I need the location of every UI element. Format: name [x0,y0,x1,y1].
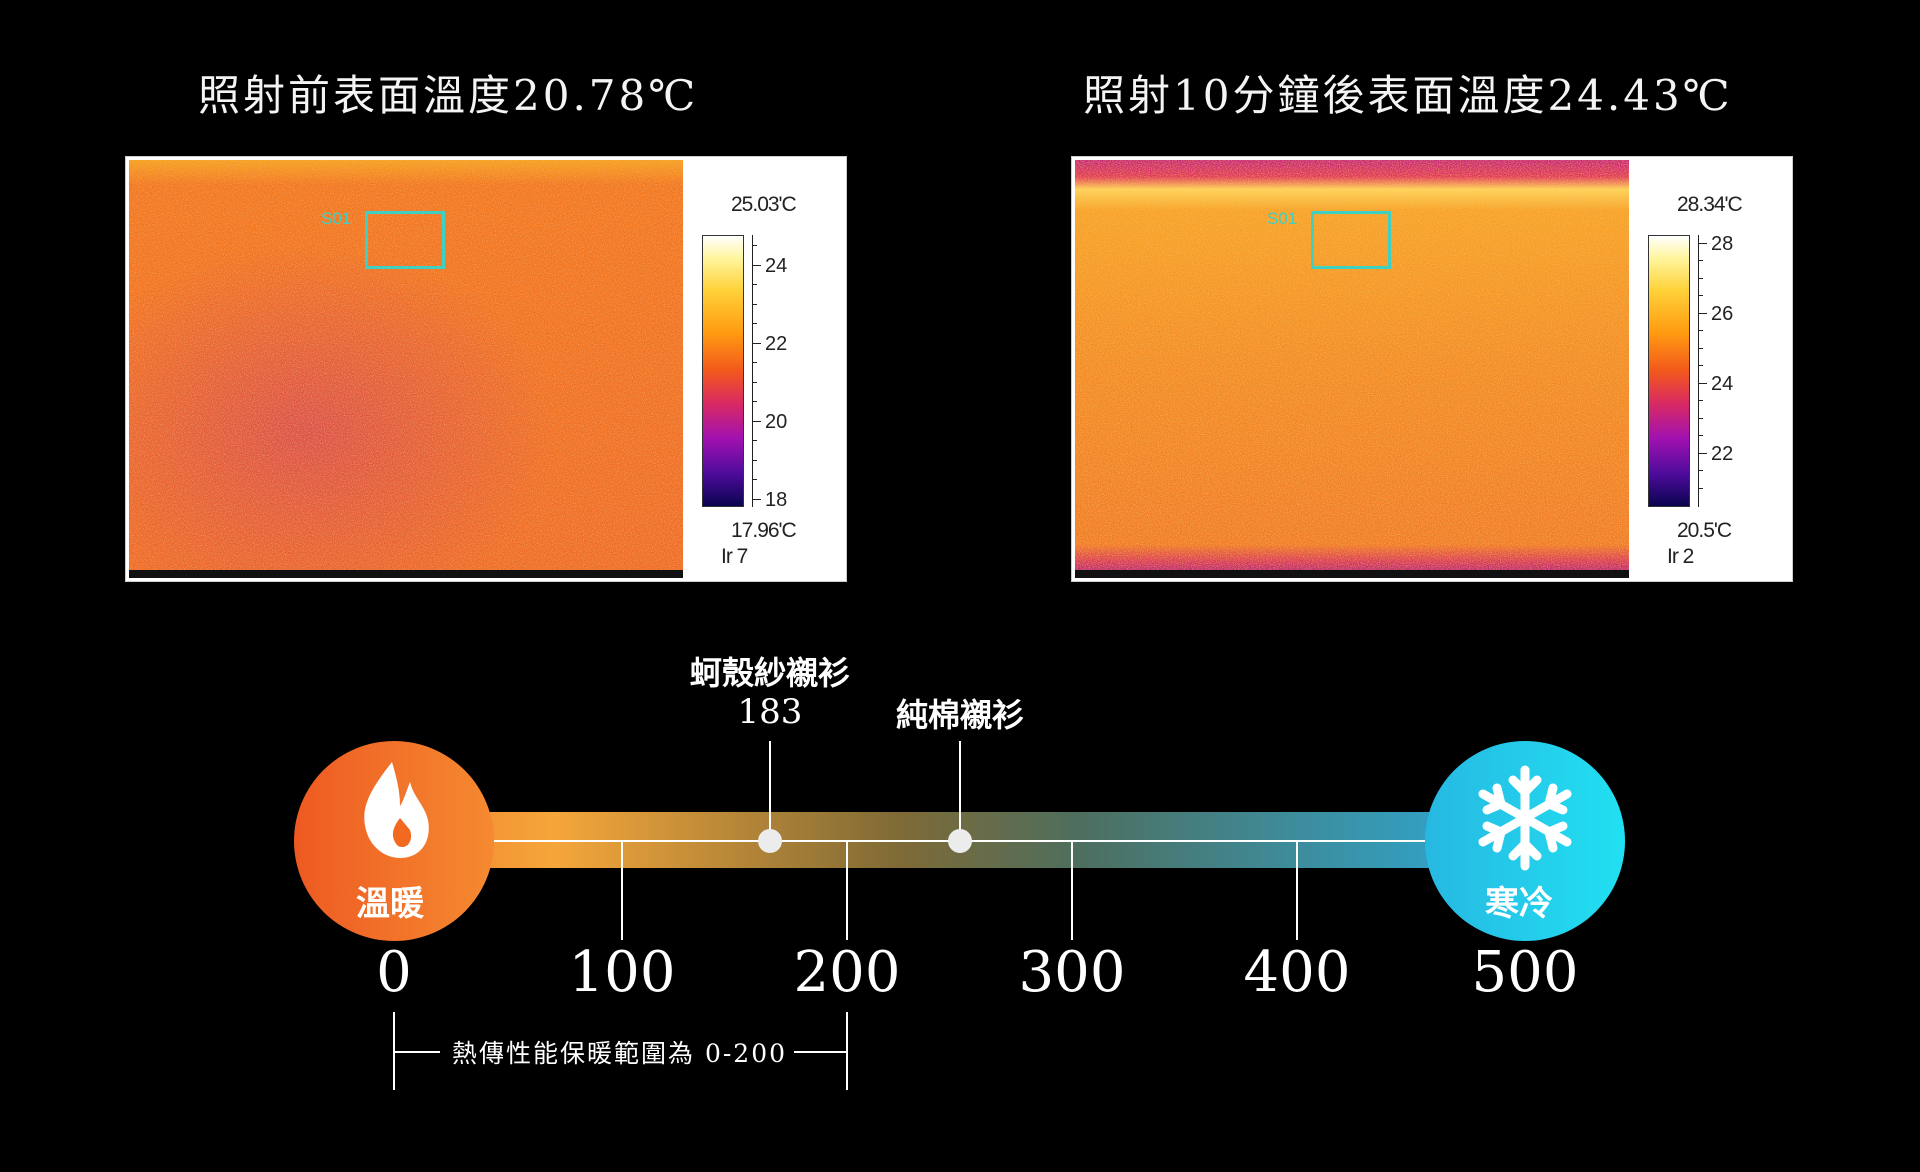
tick [1698,243,1707,244]
tick-label: 28 [1711,233,1734,255]
tick [1698,383,1707,384]
tick [752,479,757,480]
tick [752,343,761,344]
tick [752,265,761,266]
cold-label: 寒冷 [1485,884,1553,924]
colorbar [1648,235,1690,507]
colorbar-axis [752,235,753,507]
scale-max-temp: 28.34'C [1677,193,1743,216]
roi-box [365,211,445,269]
scale-min-temp: 17.96'C [731,519,797,542]
tick-label: 18 [765,489,788,511]
thermal-image-after: S01 28.34'C 28 26 24 22 20.5'C Ir 2 [1071,156,1793,582]
scale-id: Ir 7 [721,545,748,568]
tick [1698,330,1703,331]
heatmap-before [129,160,683,578]
tick [752,440,757,441]
tick-label: 22 [765,333,788,355]
tick [752,382,757,383]
tick-label: 22 [1711,443,1734,465]
tick [752,245,757,246]
roi-label: S01 [321,209,352,228]
marker2-name: 純棉襯衫 [895,696,1025,734]
tick-label: 24 [765,255,788,277]
colorbar-axis [1698,235,1699,507]
snowflake-icon [1478,765,1572,871]
marker2-dot [948,829,972,853]
tick [1698,313,1707,314]
scale-number: 400 [1243,940,1351,1005]
scale-id: Ir 2 [1667,545,1694,568]
scale-number: 100 [568,940,676,1005]
tick [1698,400,1703,401]
tick [752,460,757,461]
right-panel-title: 照射10分鐘後表面溫度24.43℃ [1083,71,1733,120]
tick [752,323,757,324]
tick-label: 24 [1711,373,1734,395]
scale-number: 200 [793,940,901,1005]
flame-icon [364,762,429,858]
scale-min-temp: 20.5'C [1677,519,1732,542]
tick [752,284,757,285]
tick [1698,365,1703,366]
marker1-value: 183 [737,692,803,732]
warm-label: 溫暖 [356,884,424,924]
scale-max-temp: 25.03'C [731,193,797,216]
marker1-dot [758,829,782,853]
tick [1698,453,1707,454]
left-panel-title: 照射前表面溫度20.78℃ [198,71,699,120]
tick [1698,418,1703,419]
tick [752,362,757,363]
scale-number: 500 [1471,940,1579,1005]
tick [752,304,757,305]
roi-label: S01 [1267,209,1298,228]
thermal-image-before: S01 25.03'C 24 22 20 18 17.96'C Ir 7 [125,156,847,582]
tick [1698,470,1703,471]
tick [1698,278,1703,279]
scale-number: 300 [1018,940,1126,1005]
tick [1698,488,1703,489]
tick [1698,348,1703,349]
scale-number: 0 [376,940,412,1005]
colorbar [702,235,744,507]
heatmap-after [1075,160,1629,578]
tick [752,499,761,500]
tick [1698,260,1703,261]
tick-label: 20 [765,411,788,433]
roi-box [1311,211,1391,269]
tick [752,421,761,422]
range-note: 熱傳性能保暖範圍為 0-200 [452,1039,788,1068]
tick [1698,435,1703,436]
tick [1698,295,1703,296]
tick-label: 26 [1711,303,1734,325]
tick [752,401,757,402]
marker1-name: 蚵殼紗襯衫 [689,654,851,692]
